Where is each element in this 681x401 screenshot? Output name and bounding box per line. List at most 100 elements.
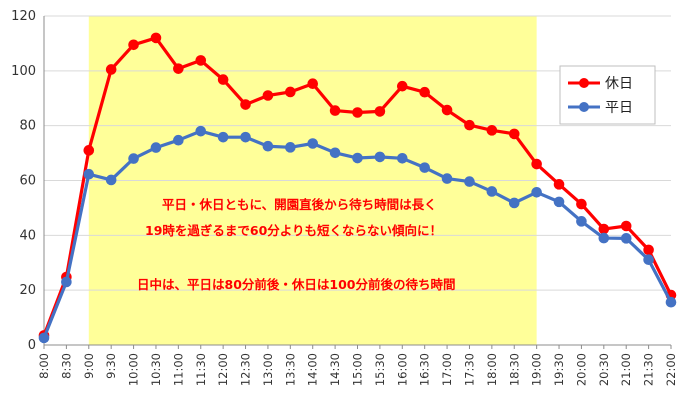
series-1-point-14:30 xyxy=(329,147,341,159)
x-tick-label-19:00: 19:00 xyxy=(530,353,544,386)
y-tick-label-40: 40 xyxy=(19,228,36,243)
series-0-point-12:30 xyxy=(240,99,251,110)
series-1-point-12:30 xyxy=(240,131,251,143)
series-0-point-14:00 xyxy=(307,78,319,90)
series-1-point-9:30 xyxy=(105,174,117,186)
series-0 xyxy=(38,32,677,341)
series-1 xyxy=(38,125,677,344)
series-0-point-10:30 xyxy=(150,32,162,44)
annotation-layer: 平日・休日ともに、開園直後から待ち時間は長く 19時を過ぎるまで60分よりも短く… xyxy=(137,197,456,292)
series-1-point-13:00 xyxy=(262,140,274,152)
series-0-point-16:00 xyxy=(396,80,408,92)
legend-label-holiday: 休日 xyxy=(605,76,633,92)
series-0-point-9:00 xyxy=(83,145,95,156)
x-tick-label-21:30: 21:30 xyxy=(642,353,656,386)
x-tick-label-10:30: 10:30 xyxy=(149,353,163,386)
x-tick-label-17:00: 17:00 xyxy=(440,353,454,386)
series-1-point-10:30 xyxy=(150,142,162,153)
x-tick-label-9:30: 9:30 xyxy=(104,353,118,379)
axes: 0 20 40 60 80 100 120 8:00 8:30 9:00 9:30 10:00 10:3… xyxy=(11,9,678,386)
series-1-point-18:30 xyxy=(508,197,520,209)
series-0-point-18:30 xyxy=(508,128,520,140)
gridlines xyxy=(44,15,671,291)
series-0-point-18:00 xyxy=(486,125,498,136)
series-1-point-21:00 xyxy=(620,233,632,244)
series-0-point-15:30 xyxy=(374,106,386,117)
x-tick-label-22:00: 22:00 xyxy=(664,353,678,386)
series-1-point-17:30 xyxy=(464,176,475,187)
y-tick-label-80: 80 xyxy=(19,119,36,134)
y-tick-label-60: 60 xyxy=(19,174,36,189)
series-0-point-10:00 xyxy=(128,39,139,51)
x-tick-label-11:30: 11:30 xyxy=(194,353,208,386)
x-tick-label-18:00: 18:00 xyxy=(485,353,499,386)
series-0-point-20:00 xyxy=(576,198,587,210)
series-0-point-11:30 xyxy=(195,55,207,66)
series-0-point-14:30 xyxy=(329,105,341,116)
series-1-point-11:00 xyxy=(173,134,184,146)
x-tick-label-13:00: 13:00 xyxy=(261,353,275,386)
series-0-point-20:30 xyxy=(598,223,610,235)
x-tick-label-16:00: 16:00 xyxy=(395,353,409,386)
x-tick-label-8:00: 8:00 xyxy=(37,353,51,379)
series-layer xyxy=(38,32,677,344)
x-tick-label-20:30: 20:30 xyxy=(597,353,611,386)
series-1-point-20:30 xyxy=(598,232,610,244)
x-tick-label-21:00: 21:00 xyxy=(619,353,633,386)
legend-swatch-marker-holiday xyxy=(579,78,589,88)
annotation-line-1: 平日・休日ともに、開園直後から待ち時間は長く xyxy=(162,197,437,212)
series-0-point-19:30 xyxy=(553,179,565,190)
x-tick-label-16:30: 16:30 xyxy=(418,353,432,386)
series-1-point-15:00 xyxy=(352,152,363,164)
series-1-point-14:00 xyxy=(307,138,319,149)
series-1-point-15:30 xyxy=(374,151,386,163)
series-0-point-13:30 xyxy=(285,86,296,98)
legend-label-weekday: 平日 xyxy=(605,100,633,116)
y-tick-label-20: 20 xyxy=(19,283,36,298)
legend-box xyxy=(559,65,656,125)
series-1-point-21:30 xyxy=(643,254,654,266)
y-tick-label-100: 100 xyxy=(11,64,36,79)
series-0-point-9:30 xyxy=(105,64,117,75)
x-tick-label-14:30: 14:30 xyxy=(328,353,342,386)
series-0-point-12:00 xyxy=(217,74,229,85)
x-tick-label-11:00: 11:00 xyxy=(171,353,185,386)
x-tick-label-15:00: 15:00 xyxy=(351,353,365,386)
series-0-point-15:00 xyxy=(352,107,363,118)
y-tick-label-120: 120 xyxy=(11,9,36,24)
series-1-point-8:30 xyxy=(61,276,72,288)
legend: 休日 平日 xyxy=(559,65,656,125)
y-tick-label-0: 0 xyxy=(28,338,36,353)
series-1-point-16:30 xyxy=(419,162,430,173)
x-tick-label-13:30: 13:30 xyxy=(283,353,297,386)
series-0-point-21:00 xyxy=(620,220,632,232)
x-tick-label-12:00: 12:00 xyxy=(216,353,230,386)
series-1-point-20:00 xyxy=(576,216,587,227)
x-tick-label-17:30: 17:30 xyxy=(462,353,476,386)
series-1-point-13:30 xyxy=(285,142,296,153)
series-0-point-17:00 xyxy=(441,104,453,116)
x-tick-label-14:00: 14:00 xyxy=(306,353,320,386)
series-1-point-16:00 xyxy=(396,152,408,164)
series-0-point-19:00 xyxy=(531,158,542,170)
x-tick-label-18:30: 18:30 xyxy=(507,353,521,386)
series-0-point-16:30 xyxy=(419,86,430,98)
series-1-point-19:00 xyxy=(531,186,542,198)
x-tick-label-8:30: 8:30 xyxy=(59,353,73,379)
annotation-line-3: 日中は、平日は80分前後・休日は100分前後の待ち時間 xyxy=(137,277,456,292)
annotation-line-2: 19時を過ぎるまで60分よりも短くならない傾向に！ xyxy=(145,223,442,238)
x-tick-label-15:30: 15:30 xyxy=(373,353,387,386)
series-1-point-8:00 xyxy=(38,332,50,344)
series-1-point-19:30 xyxy=(553,196,565,208)
series-0-point-21:30 xyxy=(643,244,654,256)
series-0-point-17:30 xyxy=(464,119,475,131)
x-tick-label-20:00: 20:00 xyxy=(574,353,588,386)
series-0-point-13:00 xyxy=(262,90,274,101)
series-1-point-18:00 xyxy=(486,186,498,197)
series-1-point-10:00 xyxy=(128,153,139,164)
series-1-point-11:30 xyxy=(195,125,207,137)
series-1-point-9:00 xyxy=(83,168,95,180)
x-tick-label-12:30: 12:30 xyxy=(239,353,253,386)
x-tick-label-9:00: 9:00 xyxy=(82,353,96,379)
